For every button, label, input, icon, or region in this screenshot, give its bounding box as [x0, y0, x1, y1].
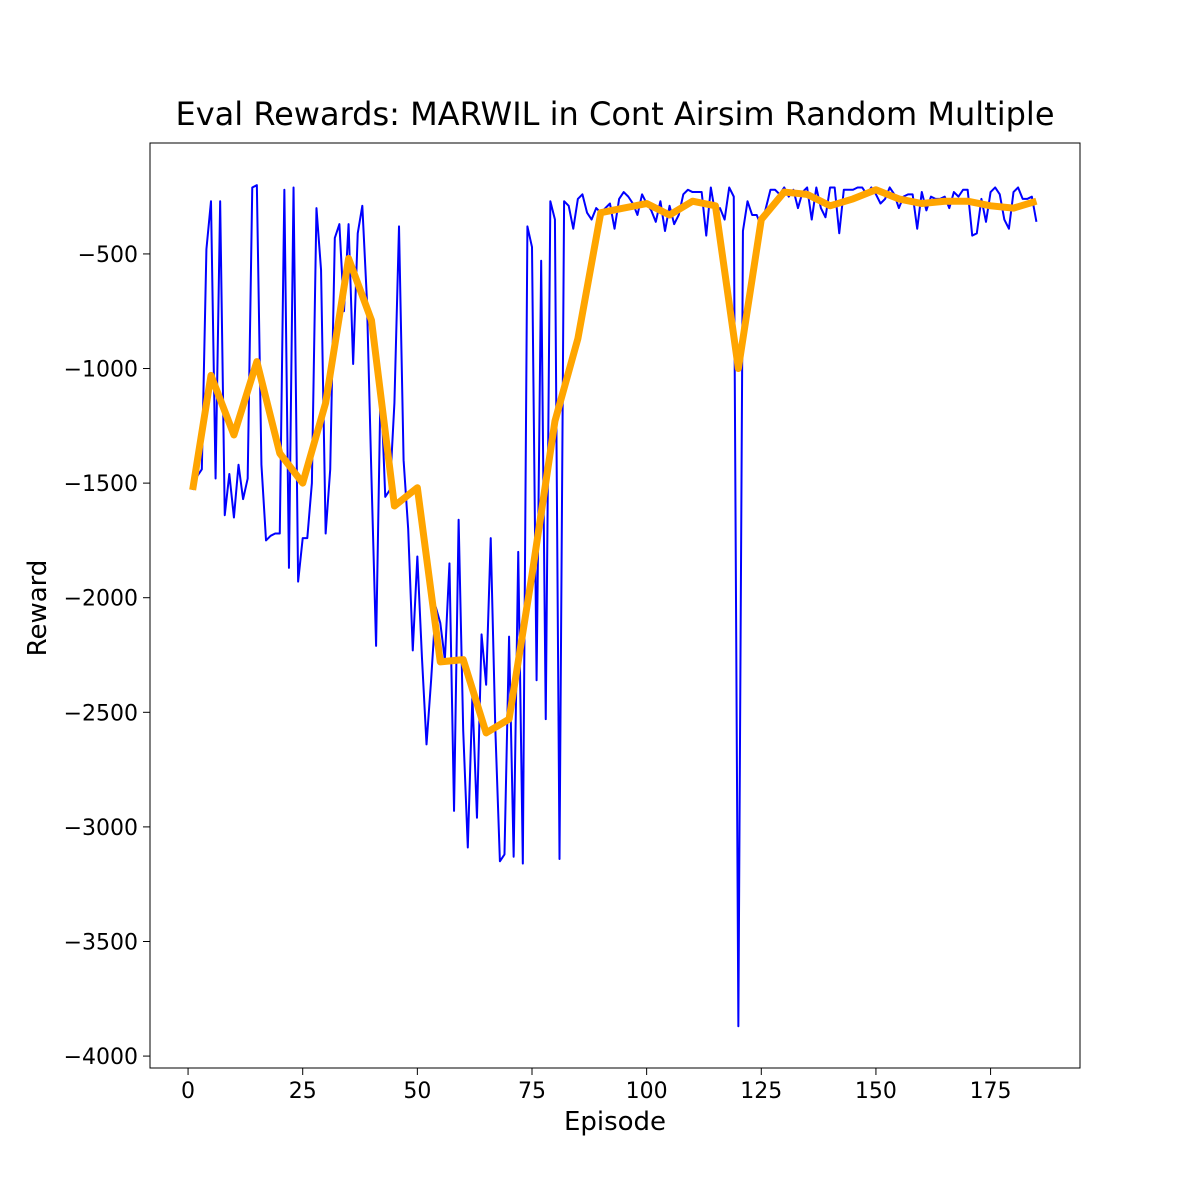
x-tick-label: 150	[855, 1079, 897, 1104]
x-tick-label: 100	[626, 1079, 668, 1104]
y-tick-label: −4000	[64, 1045, 138, 1070]
x-axis-label: Episode	[564, 1107, 666, 1137]
y-tick-label: −2500	[64, 701, 138, 726]
data-line	[189, 186, 1038, 737]
y-tick-label: −500	[78, 243, 138, 268]
x-tick-label: 125	[740, 1079, 782, 1104]
x-tick-label: 175	[970, 1079, 1012, 1104]
y-tick-label: −1500	[64, 472, 138, 497]
y-tick-label: −3500	[64, 930, 138, 955]
x-tick-label: 0	[181, 1079, 195, 1104]
y-tick-label: −2000	[64, 587, 138, 612]
y-tick-label: −1000	[64, 358, 138, 383]
x-tick-label: 50	[403, 1079, 431, 1104]
plot-frame	[149, 142, 1081, 1069]
chart-title: Eval Rewards: MARWIL in Cont Airsim Rand…	[175, 95, 1054, 133]
y-axis-label: Reward	[23, 560, 53, 657]
x-tick-label: 25	[289, 1079, 317, 1104]
y-tick-label: −3000	[64, 816, 138, 841]
x-tick-label: 75	[518, 1079, 546, 1104]
